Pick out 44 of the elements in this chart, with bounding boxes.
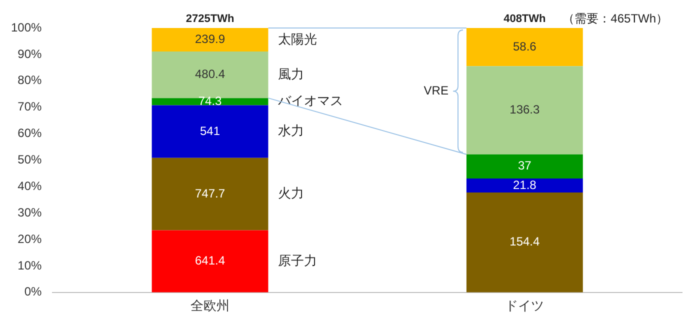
bar: [152, 158, 268, 230]
bar: [152, 28, 268, 52]
annotation: 239.9: [195, 32, 226, 46]
y-tick-label: 90%: [18, 46, 42, 61]
y-tick-label: 20%: [18, 232, 42, 246]
annotation: 154.4: [510, 234, 540, 249]
series-label: 風力: [278, 66, 304, 82]
annotation: 541: [200, 124, 220, 138]
x-tick-label: ドイツ: [505, 298, 544, 313]
annotation: 480.4: [195, 67, 226, 82]
annotation: 58.6: [512, 39, 537, 54]
y-tick-label: 40%: [18, 178, 42, 193]
y-tick-label: 50%: [18, 152, 42, 167]
y-tick-label: 60%: [18, 126, 42, 140]
bar: [466, 178, 583, 192]
bar: [152, 98, 268, 106]
y-tick-label: 30%: [18, 205, 42, 220]
y-tick-label: 80%: [18, 73, 42, 88]
series-label: 原子力: [278, 252, 318, 268]
y-tick-label: 0%: [24, 284, 42, 299]
bar: [466, 192, 583, 292]
text: 2725TWh: [186, 13, 234, 26]
annotation: 74.3: [198, 94, 222, 108]
text: 408TWh: [504, 13, 546, 26]
y-tick-label: 70%: [18, 100, 42, 114]
series-label: 太陽光: [278, 31, 318, 46]
annotation: 641.4: [195, 254, 226, 268]
annotation: 21.8: [512, 178, 537, 192]
annotation: 136.3: [510, 102, 540, 117]
annotation: 37: [518, 158, 532, 173]
text: （需要：465TWh）: [562, 11, 668, 26]
bar: [152, 230, 268, 292]
bar: [466, 154, 583, 178]
y-tick-label: 100%: [10, 20, 42, 34]
bar: [466, 66, 583, 154]
series-label: 水力: [278, 123, 304, 138]
x-tick-label: 全欧州: [190, 298, 230, 313]
y-tick-label: 10%: [18, 258, 42, 272]
series-label: 火力: [278, 186, 304, 201]
annotation: 747.7: [195, 186, 226, 200]
bar: [152, 52, 268, 98]
bar: [466, 28, 583, 66]
annotation: VRE: [424, 84, 448, 98]
bar: [152, 105, 268, 158]
